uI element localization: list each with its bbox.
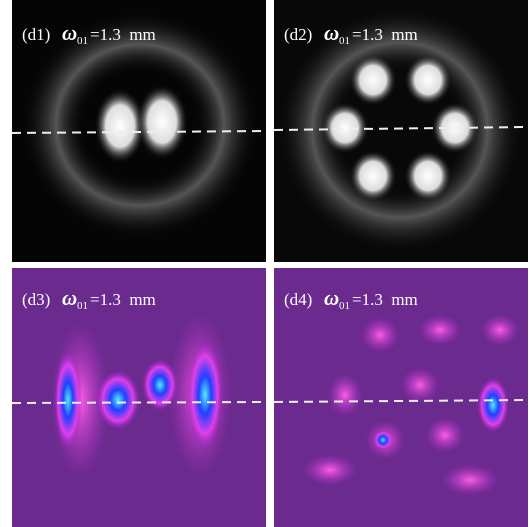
panel-label: (d2) bbox=[284, 25, 312, 44]
omega-subscript: 01 bbox=[339, 35, 350, 47]
waist-value: =1.3 mm bbox=[352, 290, 418, 309]
panel-d4 bbox=[273, 268, 529, 527]
omega-symbol: ω bbox=[324, 286, 339, 310]
omega-symbol: ω bbox=[324, 21, 339, 45]
waist-value: =1.3 mm bbox=[90, 25, 156, 44]
panel-labels: (d1) ω 01 =1.3 mm (d2) ω 01 =1.3 mm(d3) ω 01 =1.3 … bbox=[22, 21, 418, 312]
omega-subscript: 01 bbox=[77, 35, 88, 47]
waist-value: =1.3 mm bbox=[90, 290, 156, 309]
waist-value: =1.3 mm bbox=[352, 25, 418, 44]
omega-subscript: 01 bbox=[77, 300, 88, 312]
panel-label: (d3) bbox=[22, 290, 50, 309]
panel-label: (d4) bbox=[284, 290, 312, 309]
panel-d1 bbox=[11, 0, 267, 262]
panel-d3 bbox=[11, 268, 267, 527]
omega-subscript: 01 bbox=[339, 300, 350, 312]
omega-symbol: ω bbox=[62, 21, 77, 45]
panel-d2 bbox=[273, 0, 529, 262]
panel-label: (d1) bbox=[22, 25, 50, 44]
omega-symbol: ω bbox=[62, 286, 77, 310]
